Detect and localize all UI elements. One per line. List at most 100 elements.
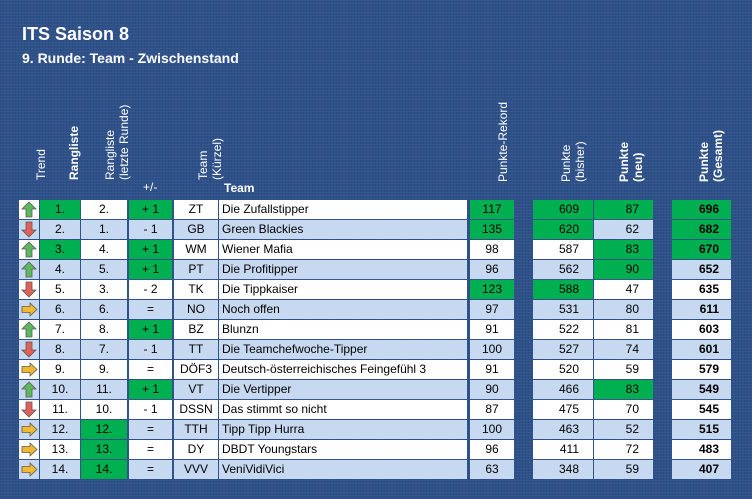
- trend-side-icon: [19, 460, 39, 479]
- last-rank-cell: 6.: [81, 300, 127, 319]
- diff-cell: =: [129, 440, 172, 459]
- record-cell: 91: [470, 320, 514, 339]
- table-row: 4. 5. + 1 PT Die Profitipper 96 562 90 652: [0, 260, 752, 280]
- points-new-cell: 70: [594, 400, 653, 419]
- points-prev-cell: 531: [533, 300, 593, 319]
- record-cell: 63: [470, 460, 514, 479]
- points-prev-cell: 527: [533, 340, 593, 359]
- points-new-cell: 83: [594, 380, 653, 399]
- diff-cell: + 1: [129, 320, 172, 339]
- team-short-cell: NO: [174, 300, 218, 319]
- points-total-cell: 549: [672, 380, 731, 399]
- last-rank-cell: 8.: [81, 320, 127, 339]
- points-total-cell: 483: [672, 440, 731, 459]
- last-rank-cell: 13.: [81, 440, 127, 459]
- points-new-cell: 87: [594, 200, 653, 219]
- points-prev-cell: 609: [533, 200, 593, 219]
- team-short-cell: PT: [174, 260, 218, 279]
- page-subtitle: 9. Runde: Team - Zwischenstand: [22, 50, 239, 66]
- points-new-cell: 52: [594, 420, 653, 439]
- team-name-cell: Die Profitipper: [219, 260, 467, 279]
- team-name-cell: Die Teamchefwoche-Tipper: [219, 340, 467, 359]
- table-row: 7. 8. + 1 BZ Blunzn 91 522 81 603: [0, 320, 752, 340]
- header-plusminus: +/-: [143, 180, 158, 194]
- last-rank-cell: 10.: [81, 400, 127, 419]
- rank-cell: 1.: [40, 200, 80, 219]
- record-cell: 100: [470, 420, 514, 439]
- points-total-cell: 682: [672, 220, 731, 239]
- points-prev-cell: 411: [533, 440, 593, 459]
- page-title: ITS Saison 8: [22, 24, 130, 44]
- points-new-cell: 74: [594, 340, 653, 359]
- last-rank-cell: 5.: [81, 260, 127, 279]
- record-cell: 96: [470, 260, 514, 279]
- trend-up-icon: [19, 260, 39, 279]
- table-row: 6. 6. = NO Noch offen 97 531 80 611: [0, 300, 752, 320]
- team-name-cell: DBDT Youngstars: [219, 440, 467, 459]
- team-name-cell: Noch offen: [219, 300, 467, 319]
- points-total-cell: 515: [672, 420, 731, 439]
- points-prev-cell: 463: [533, 420, 593, 439]
- header-bisher-2: (bisher): [573, 141, 587, 182]
- team-name-cell: Die Vertipper: [219, 380, 467, 399]
- diff-cell: - 1: [129, 400, 172, 419]
- last-rank-cell: 4.: [81, 240, 127, 259]
- header-team-short-2: (Kürzel): [210, 137, 224, 180]
- points-prev-cell: 620: [533, 220, 593, 239]
- trend-side-icon: [19, 360, 39, 379]
- points-prev-cell: 562: [533, 260, 593, 279]
- points-total-cell: 407: [672, 460, 731, 479]
- table-row: 12. 12. = TTH Tipp Tipp Hurra 100 463 52 515: [0, 420, 752, 440]
- record-cell: 98: [470, 240, 514, 259]
- rank-cell: 3.: [40, 240, 80, 259]
- header-neu-2: (neu): [631, 152, 645, 182]
- points-prev-cell: 522: [533, 320, 593, 339]
- table-row: 1. 2. + 1 ZT Die Zufallstipper 117 609 87 696: [0, 200, 752, 220]
- rank-cell: 10.: [40, 380, 80, 399]
- team-short-cell: GB: [174, 220, 218, 239]
- points-new-cell: 59: [594, 460, 653, 479]
- diff-cell: + 1: [129, 260, 172, 279]
- rank-cell: 5.: [40, 280, 80, 299]
- header-trend: Trend: [34, 149, 48, 180]
- rank-cell: 14.: [40, 460, 80, 479]
- team-short-cell: VT: [174, 380, 218, 399]
- trend-up-icon: [19, 200, 39, 219]
- team-short-cell: DY: [174, 440, 218, 459]
- diff-cell: =: [129, 360, 172, 379]
- record-cell: 91: [470, 360, 514, 379]
- table-row: 14. 14. = VVV VeniVidiVici 63 348 59 407: [0, 460, 752, 480]
- team-short-cell: DÖF3: [174, 360, 218, 379]
- team-name-cell: Das stimmt so nicht: [219, 400, 467, 419]
- rank-cell: 2.: [40, 220, 80, 239]
- points-new-cell: 47: [594, 280, 653, 299]
- points-new-cell: 83: [594, 240, 653, 259]
- header-rangliste: Rangliste: [67, 125, 81, 180]
- trend-down-icon: [19, 280, 39, 299]
- team-name-cell: VeniVidiVici: [219, 460, 467, 479]
- points-prev-cell: 587: [533, 240, 593, 259]
- last-rank-cell: 3.: [81, 280, 127, 299]
- header-gesamt-2: (Gesamt): [711, 129, 725, 182]
- diff-cell: + 1: [129, 240, 172, 259]
- record-cell: 135: [470, 220, 514, 239]
- last-rank-cell: 2.: [81, 200, 127, 219]
- table-row: 10. 11. + 1 VT Die Vertipper 90 466 83 549: [0, 380, 752, 400]
- diff-cell: + 1: [129, 200, 172, 219]
- table-row: 13. 13. = DY DBDT Youngstars 96 411 72 483: [0, 440, 752, 460]
- team-name-cell: Wiener Mafia: [219, 240, 467, 259]
- header-team-short-1: Team: [196, 150, 210, 180]
- trend-down-icon: [19, 400, 39, 419]
- team-name-cell: Green Blackies: [219, 220, 467, 239]
- header-team: Team: [224, 181, 255, 195]
- points-new-cell: 62: [594, 220, 653, 239]
- team-name-cell: Blunzn: [219, 320, 467, 339]
- header-rangliste-last-1: Rangliste: [103, 129, 117, 180]
- trend-down-icon: [19, 220, 39, 239]
- rank-cell: 13.: [40, 440, 80, 459]
- team-name-cell: Die Zufallstipper: [219, 200, 467, 219]
- record-cell: 97: [470, 300, 514, 319]
- rank-cell: 6.: [40, 300, 80, 319]
- points-total-cell: 652: [672, 260, 731, 279]
- diff-cell: =: [129, 420, 172, 439]
